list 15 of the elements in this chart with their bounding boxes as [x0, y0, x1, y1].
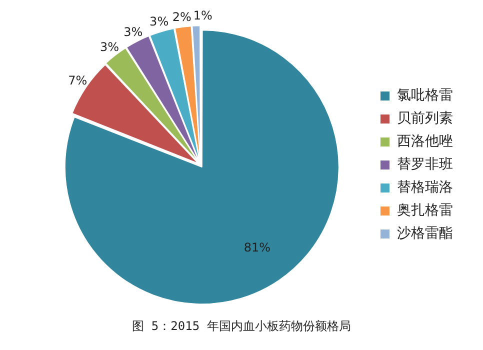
data-label: 7% — [68, 74, 88, 88]
legend-label: 奥扎格雷 — [397, 202, 453, 219]
data-label: 2% — [172, 10, 192, 24]
legend-label: 沙格雷酯 — [397, 226, 453, 242]
legend-label: 氯吡格雷 — [397, 88, 453, 104]
text: 图 5：2015 年国内血小板药物份额格局 — [131, 318, 352, 335]
data-label: 1% — [193, 8, 212, 23]
legend-label: 替罗非班 — [397, 156, 453, 173]
data-label: 81% — [244, 240, 271, 255]
legend-label: 西洛他唑 — [397, 134, 453, 150]
data-label: 3% — [150, 14, 169, 29]
legend-label: 贝前列素 — [397, 110, 453, 127]
legend-label: 替格瑞洛 — [397, 180, 453, 196]
data-label: 3% — [100, 40, 120, 54]
data-label: 3% — [124, 24, 143, 39]
